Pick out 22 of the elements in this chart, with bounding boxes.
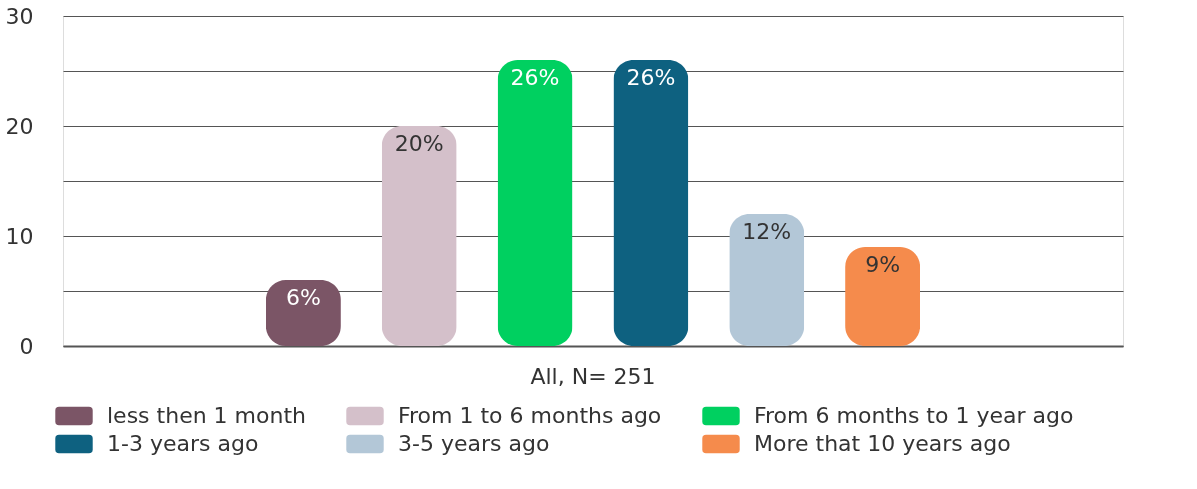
data-label: 26% [510,65,560,90]
data-label: 12% [742,219,792,244]
bar [613,60,689,346]
y-tick-label: 10 [5,223,34,249]
y-tick-label: 20 [5,113,34,139]
data-label: 9% [865,252,901,277]
legend-label: 1-3 years ago [107,431,259,456]
data-label: 26% [626,65,676,90]
legend-label: More that 10 years ago [754,431,1011,456]
data-label: 6% [285,285,321,310]
data-label: 20% [394,131,444,156]
bar [497,60,573,346]
legend-label: From 1 to 6 months ago [398,403,662,428]
legend-label: less then 1 month [107,403,306,428]
x-tick-label: All, N= 251 [530,363,656,389]
bar [381,126,457,346]
bar [845,247,921,346]
bar [729,214,805,346]
legend-label: 3-5 years ago [398,431,550,456]
y-tick-label: 0 [19,333,34,359]
y-tick-label: 30 [5,3,34,29]
legend-label: From 6 months to 1 year ago [754,403,1074,428]
